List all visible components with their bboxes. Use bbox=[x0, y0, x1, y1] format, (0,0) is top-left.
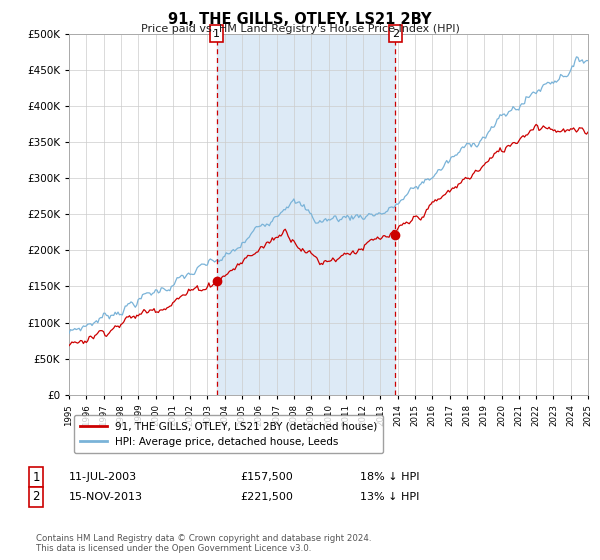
Text: 2: 2 bbox=[392, 29, 399, 39]
Text: Price paid vs. HM Land Registry's House Price Index (HPI): Price paid vs. HM Land Registry's House … bbox=[140, 24, 460, 34]
Text: 91, THE GILLS, OTLEY, LS21 2BY: 91, THE GILLS, OTLEY, LS21 2BY bbox=[168, 12, 432, 27]
Text: 2: 2 bbox=[32, 490, 40, 503]
Text: 1: 1 bbox=[32, 470, 40, 484]
Text: Contains HM Land Registry data © Crown copyright and database right 2024.
This d: Contains HM Land Registry data © Crown c… bbox=[36, 534, 371, 553]
Legend: 91, THE GILLS, OTLEY, LS21 2BY (detached house), HPI: Average price, detached ho: 91, THE GILLS, OTLEY, LS21 2BY (detached… bbox=[74, 415, 383, 453]
Text: 1: 1 bbox=[213, 29, 220, 39]
Text: 11-JUL-2003: 11-JUL-2003 bbox=[69, 472, 137, 482]
Text: 13% ↓ HPI: 13% ↓ HPI bbox=[360, 492, 419, 502]
Text: £157,500: £157,500 bbox=[240, 472, 293, 482]
Text: 15-NOV-2013: 15-NOV-2013 bbox=[69, 492, 143, 502]
Text: £221,500: £221,500 bbox=[240, 492, 293, 502]
Bar bbox=[217, 34, 395, 395]
Text: 18% ↓ HPI: 18% ↓ HPI bbox=[360, 472, 419, 482]
